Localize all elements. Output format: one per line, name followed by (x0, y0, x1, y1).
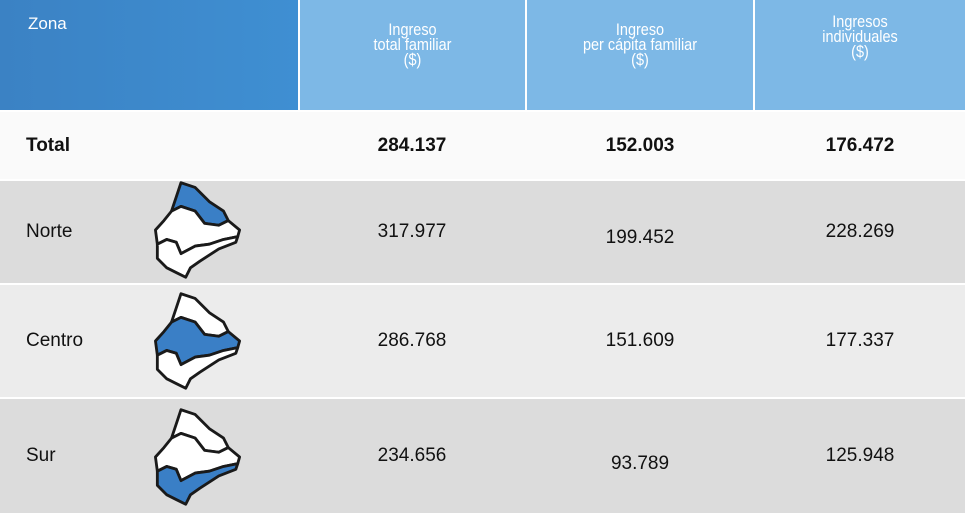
header-text: ($) (851, 42, 869, 61)
header-text: Ingreso (388, 20, 437, 39)
row-total: Total 284.137 152.003 176.472 (0, 112, 965, 179)
value: 177.337 (825, 330, 895, 351)
zone-label: Sur (26, 445, 56, 466)
row-norte: Norte 317.977 199.452 228.269 (0, 181, 965, 283)
header-zona: Zona (0, 0, 298, 110)
zone-map (154, 408, 242, 506)
header-text: ($) (631, 50, 649, 69)
header-cell: Ingreso per cápita familiar ($) (527, 0, 753, 110)
value: 234.656 (377, 445, 447, 466)
header-text: Zona (28, 14, 67, 33)
value: 176.472 (825, 134, 895, 156)
zone-label: Norte (26, 221, 73, 242)
zone-map (154, 292, 242, 390)
header-cell: Ingreso total familiar ($) (300, 0, 525, 110)
value: 228.269 (825, 221, 895, 242)
header-text: individuales (822, 27, 898, 46)
value: 284.137 (377, 134, 447, 156)
value: 317.977 (377, 221, 447, 242)
zone-map (154, 181, 242, 279)
header-text: total familiar (373, 35, 452, 54)
value: 286.768 (377, 330, 447, 351)
zone-label: Total (26, 134, 70, 156)
value: 93.789 (610, 452, 670, 474)
value: 151.609 (605, 330, 675, 351)
header-text: Ingreso (615, 20, 665, 39)
header-text: Ingresos (832, 12, 888, 31)
row-centro: Centro 286.768 151.609 177.337 (0, 285, 965, 397)
value: 125.948 (825, 445, 895, 466)
header-text: ($) (403, 50, 422, 69)
value: 152.003 (605, 134, 675, 156)
header-cell: Ingresos individuales ($) (755, 0, 965, 110)
value: 199.452 (605, 227, 675, 249)
header-text: per cápita familiar (582, 35, 698, 54)
row-sur: Sur 234.656 93.789 125.948 (0, 399, 965, 513)
zone-label: Centro (26, 330, 84, 351)
